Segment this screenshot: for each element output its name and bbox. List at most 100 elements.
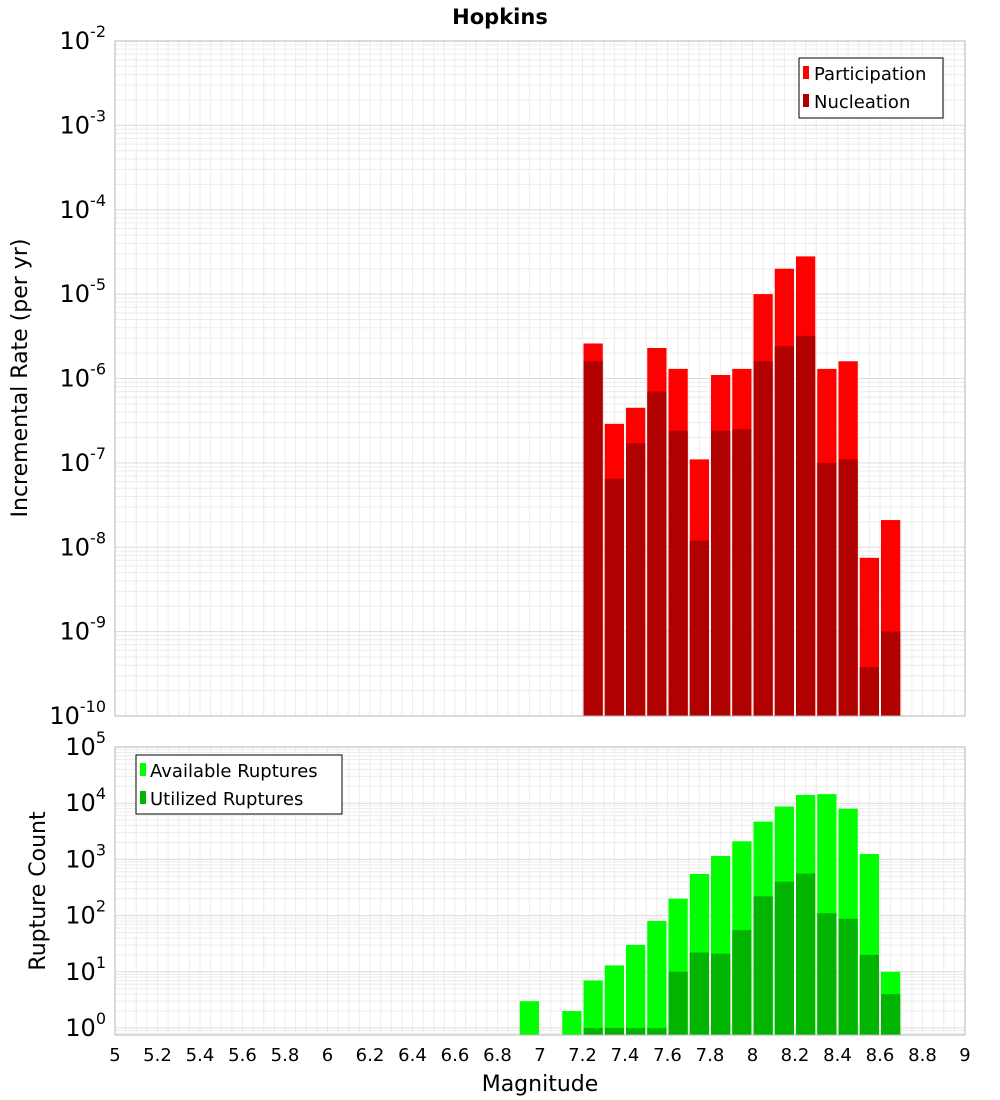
rate-y-tick-label: 10-7 [60, 444, 107, 477]
count-bar-a [519, 1001, 539, 1035]
legend-label-utilized: Utilized Ruptures [150, 789, 303, 810]
rate-y-tick-label: 10-6 [60, 360, 107, 393]
rate-bar-b [838, 459, 858, 716]
legend-swatch-nucleation [803, 94, 809, 107]
x-tick-label: 6.2 [356, 1045, 385, 1066]
count-bar-b [859, 954, 879, 1035]
count-bar-b [817, 913, 837, 1035]
rate-bar-b [668, 430, 688, 716]
rate-bar-b [774, 346, 794, 716]
count-legend-box [135, 754, 343, 815]
count-bar-b [647, 1027, 667, 1035]
count-bar-b [732, 930, 752, 1035]
rate-y-tick-label: 10-10 [49, 697, 106, 730]
x-tick-label: 7 [534, 1045, 545, 1066]
rate-bar-b [711, 430, 731, 716]
legend-swatch-participation [803, 66, 809, 79]
count-legend: Available Ruptures Utilized Ruptures [135, 754, 343, 815]
count-bar-b [689, 952, 709, 1035]
x-axis-label: Magnitude [482, 1072, 599, 1097]
rate-y-tick-label: 10-8 [60, 528, 107, 561]
legend-label-participation: Participation [814, 64, 926, 85]
count-plot-frame [114, 746, 966, 1036]
rate-y-tick-label: 10-9 [60, 613, 107, 646]
count-bar-b [626, 1027, 646, 1035]
x-tick-label: 6.6 [441, 1045, 470, 1066]
rate-bar-b [689, 540, 709, 716]
x-tick-label: 6.8 [483, 1045, 512, 1066]
rate-bar-b [583, 361, 603, 716]
rate-bar-b [881, 631, 901, 716]
count-bar-a [626, 944, 646, 1035]
legend-swatch-utilized [140, 791, 146, 804]
x-tick-label: 6 [322, 1045, 333, 1066]
legend-label-available: Available Ruptures [150, 761, 318, 782]
x-tick-label: 5.4 [186, 1045, 215, 1066]
count-bar-b [774, 881, 794, 1035]
count-bar-b [753, 896, 773, 1035]
legend-swatch-available [140, 763, 146, 776]
x-tick-label: 5.6 [228, 1045, 257, 1066]
count-y-tick-label: 100 [65, 1009, 106, 1042]
rate-bar-b [817, 462, 837, 716]
count-bar-b [711, 953, 731, 1035]
count-y-tick-labels: 100 101 102 103 104 105 [65, 728, 106, 1042]
rate-y-axis-label: Incremental Rate (per yr) [8, 239, 33, 518]
count-y-tick-label: 103 [65, 840, 106, 873]
x-tick-label: 8.6 [866, 1045, 895, 1066]
rate-bar-b [859, 667, 879, 716]
count-bar-b [668, 971, 688, 1035]
x-tick-label: 7.2 [568, 1045, 597, 1066]
rate-y-tick-label: 10-3 [60, 106, 107, 139]
count-bar-a [647, 921, 667, 1035]
x-tick-label: 5.2 [143, 1045, 172, 1066]
count-y-axis-label: Rupture Count [26, 811, 51, 971]
count-bar-a [604, 965, 624, 1035]
count-y-tick-label: 102 [65, 897, 106, 930]
x-tick-label: 8.4 [823, 1045, 852, 1066]
rate-bar-b [796, 335, 816, 716]
x-tick-label: 5 [109, 1045, 120, 1066]
rate-bar-b [626, 443, 646, 716]
x-tick-label: 7.6 [653, 1045, 682, 1066]
count-bar-b [796, 873, 816, 1035]
rate-bar-b [732, 429, 752, 716]
count-y-tick-label: 101 [65, 953, 106, 986]
count-y-tick-label: 105 [65, 728, 106, 761]
x-tick-label: 8.8 [908, 1045, 937, 1066]
x-tick-label: 7.4 [611, 1045, 640, 1066]
rate-bars [583, 256, 901, 716]
count-bar-b [583, 1027, 603, 1035]
x-tick-label: 8 [747, 1045, 758, 1066]
rate-y-tick-label: 10-5 [60, 275, 107, 308]
x-tick-label: 8.2 [781, 1045, 810, 1066]
rate-panel: 10-10 10-9 10-8 10-7 10-6 10-5 10-4 10-3 10-2 In… [8, 22, 966, 730]
legend-label-nucleation: Nucleation [814, 92, 910, 113]
rate-y-tick-labels: 10-10 10-9 10-8 10-7 10-6 10-5 10-4 10-3 10-2 [49, 22, 106, 730]
count-bar-b [838, 918, 858, 1035]
x-tick-labels: 5 5.2 5.4 5.6 5.8 6 6.2 6.4 6.6 6.8 7 7.2 7.4 7.6 7.8 8… [109, 1045, 970, 1066]
x-tick-label: 6.4 [398, 1045, 427, 1066]
rate-y-tick-label: 10-2 [60, 22, 107, 55]
count-bar-a [562, 1011, 582, 1035]
count-bar-a [583, 980, 603, 1035]
count-panel: 100 101 102 103 104 105 5 5.2 5.4 5.6 5.8 6 6.2 6.4 6… [26, 728, 971, 1097]
rate-bar-b [647, 391, 667, 716]
rate-bar-b [604, 478, 624, 716]
rate-plot-frame [114, 40, 966, 717]
rate-legend: Participation Nucleation [798, 57, 944, 119]
count-bar-b [881, 994, 901, 1035]
rate-gridlines [115, 41, 965, 716]
count-bars [519, 794, 901, 1035]
count-bar-b [604, 1027, 624, 1035]
rate-y-tick-label: 10-4 [60, 191, 107, 224]
x-tick-label: 5.8 [271, 1045, 300, 1066]
count-y-tick-label: 104 [65, 784, 106, 817]
chart-title: Hopkins [452, 5, 548, 29]
x-tick-label: 7.8 [696, 1045, 725, 1066]
rate-bar-b [753, 361, 773, 716]
x-tick-label: 9 [959, 1045, 970, 1066]
rate-legend-box [798, 57, 944, 119]
